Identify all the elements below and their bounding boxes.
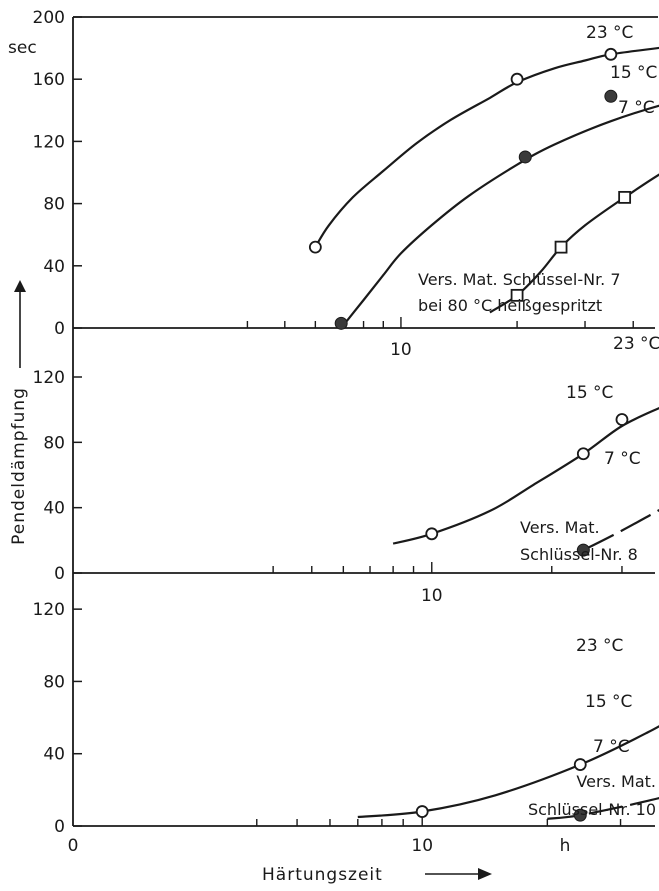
panel-note: Schlüssel-Nr. 8 — [520, 545, 638, 564]
series-top-2-point — [554, 240, 568, 254]
x-tick-label: 0 — [68, 836, 79, 856]
series-top-0: 23 °C — [308, 23, 659, 254]
y-tick-label: 0 — [54, 319, 65, 339]
series-bottom-0-point — [573, 758, 587, 771]
series-top-2-point — [510, 288, 524, 302]
panel-note: Vers. Mat. — [520, 518, 600, 537]
series-top-2-label: 7 °C — [618, 98, 655, 118]
series-top-1: 15 °C — [334, 63, 659, 330]
series-bottom-1-line — [547, 797, 659, 820]
series-top-0-point — [510, 72, 524, 86]
y-tick-label: 80 — [43, 672, 65, 692]
y-tick-label: 80 — [43, 433, 65, 453]
series-top-2-point — [618, 190, 632, 204]
series-middle-1-line — [582, 508, 659, 552]
y-axis-title: Pendeldämpfung — [9, 387, 29, 545]
panel-note: bei 80 °C heißgespritzt — [418, 296, 602, 315]
series-bottom-1-label: 15 °C — [585, 692, 632, 712]
y-tick-label: 40 — [43, 499, 65, 519]
x-tick-label: h — [560, 836, 571, 856]
series-top-1-point — [604, 89, 618, 103]
series-bottom-1-point — [573, 808, 587, 822]
panel-note: Vers. Mat. Schlüssel-Nr. 7 — [418, 270, 621, 289]
series-bottom-1: 15 °C — [547, 692, 659, 822]
panel-top: 04080120160200sec1010023 °C15 °C7 °CVers… — [8, 8, 659, 360]
series-top-0-point — [604, 47, 618, 61]
y-tick-label: 160 — [33, 70, 65, 90]
y-tick-label: 120 — [33, 368, 65, 388]
series-middle-0-point — [615, 413, 629, 426]
series-middle-1: 15 °C — [566, 383, 659, 557]
series-top-2-line — [489, 173, 659, 314]
series-top-1-point — [518, 150, 532, 164]
x-axis-title: Härtungszeit — [262, 865, 383, 885]
y-title-arrowhead — [14, 280, 26, 292]
series-bottom-0-line — [357, 725, 659, 819]
series-bottom-2: 7 °C — [593, 737, 630, 757]
series-middle-0: 23 °C — [392, 334, 659, 545]
series-top-1-label: 15 °C — [610, 63, 657, 83]
series-bottom-0-label: 23 °C — [576, 636, 623, 656]
series-middle-0-line — [392, 406, 659, 545]
x-tick-label: 10 — [421, 586, 443, 606]
panel-note: Schlüssel-Nr. 10 — [528, 800, 656, 819]
y-tick-label: 0 — [54, 564, 65, 584]
series-middle-1-label: 15 °C — [566, 383, 613, 403]
series-top-1-point — [334, 316, 348, 330]
series-top-0-point — [308, 240, 322, 254]
series-middle-2: 7 °C — [604, 449, 641, 469]
series-middle-0-point — [425, 527, 439, 541]
series-middle-1-point — [576, 543, 590, 557]
y-tick-label: 0 — [54, 817, 65, 837]
y-tick-label: 200 — [33, 8, 65, 28]
series-top-0-line — [314, 46, 659, 248]
y-tick-label: 40 — [43, 745, 65, 765]
x-tick-label: 10 — [411, 836, 433, 856]
series-top-1-line — [340, 104, 659, 328]
series-top-2: 7 °C — [489, 98, 659, 314]
panel-note: Vers. Mat. — [576, 772, 656, 791]
series-top-0-label: 23 °C — [586, 23, 633, 43]
series-bottom-0-point — [415, 805, 429, 818]
series-middle-0-point — [576, 447, 590, 461]
series-middle-2-label: 7 °C — [604, 449, 641, 469]
x-tick-label: 10 — [390, 340, 412, 360]
series-bottom-2-label: 7 °C — [593, 737, 630, 757]
y-unit-label: sec — [8, 38, 37, 58]
y-tick-label: 120 — [33, 600, 65, 620]
y-tick-label: 120 — [33, 132, 65, 152]
y-tick-label: 80 — [43, 195, 65, 215]
x-title-arrowhead — [478, 868, 492, 880]
y-tick-label: 40 — [43, 257, 65, 277]
series-bottom-0: 23 °C — [357, 636, 659, 819]
series-middle-0-label: 23 °C — [613, 334, 659, 354]
